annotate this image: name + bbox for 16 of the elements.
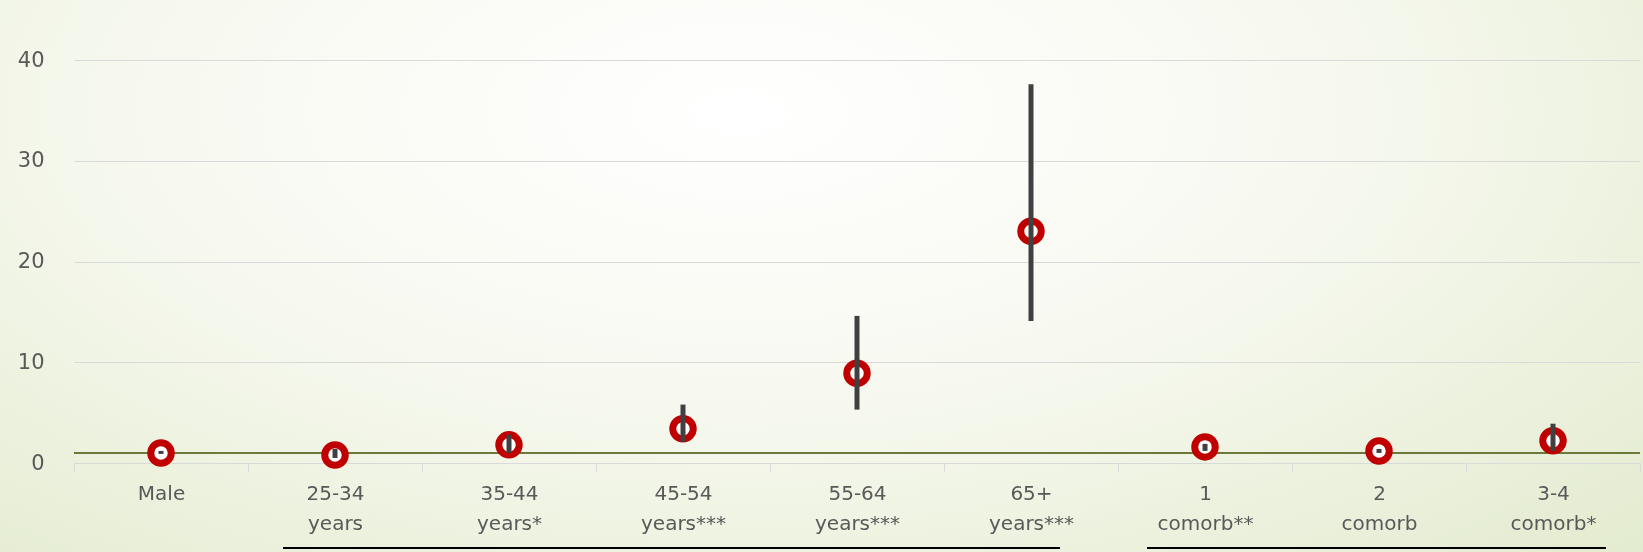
point (147, 439, 175, 467)
x-tick-label: 1 comorb** (1157, 480, 1254, 535)
y-tick-label: 10 (17, 349, 45, 374)
x-tick-label: 2 comorb (1341, 480, 1418, 535)
y-tick-label: 0 (31, 450, 45, 475)
x-tick-label: 55-64 years*** (814, 480, 901, 535)
y-tick-label: 30 (17, 148, 45, 173)
point (1365, 437, 1393, 465)
x-tick-label: Male (137, 480, 186, 505)
x-tick-label: 45-54 years*** (640, 480, 727, 535)
x-tick-label: 3-4 comorb* (1510, 480, 1597, 535)
x-tick-label: 65+ years*** (988, 480, 1075, 535)
x-tick-label: 35-44 years* (476, 480, 543, 535)
y-tick-label: 20 (17, 249, 45, 273)
x-tick-label: 25-34 years (306, 480, 365, 535)
y-tick-label: 40 (17, 47, 45, 72)
